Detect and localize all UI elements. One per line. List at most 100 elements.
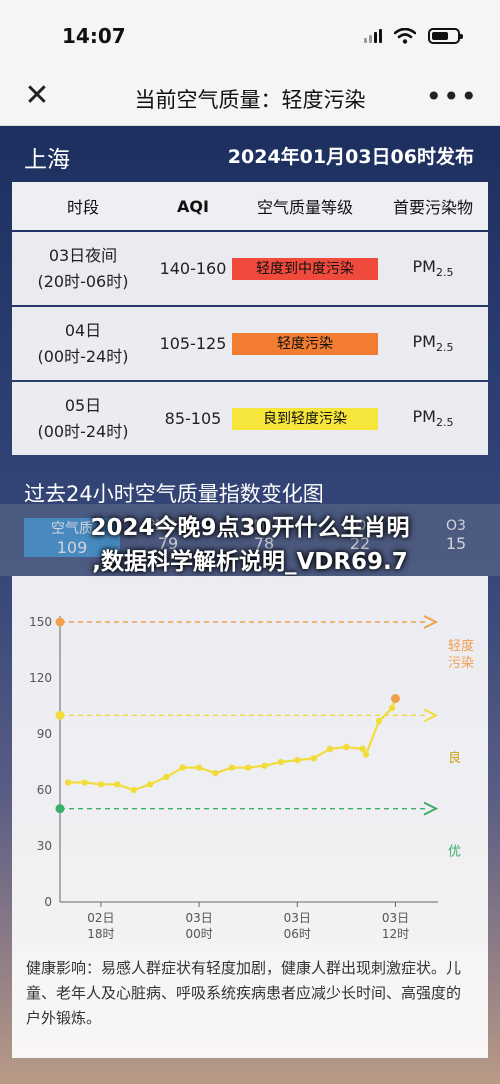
pollutant-name: PM	[412, 407, 436, 427]
level-badge: 轻度到中度污染	[232, 257, 378, 280]
y-tick-label: 30	[37, 839, 52, 853]
wifi-icon	[394, 28, 416, 44]
data-point	[163, 773, 170, 781]
y-tick-label: 90	[37, 727, 52, 741]
more-icon[interactable]: •••	[425, 80, 478, 113]
data-point	[212, 770, 219, 777]
period-day: 04日	[64, 320, 102, 340]
aqi-chart-panel: 0 30 60 90 120 150 02日 18时 03日 00时 03日 06时 03日 12时 轻度污…	[12, 576, 488, 950]
data-point	[277, 758, 285, 766]
threshold-marker	[55, 617, 65, 627]
period-hours: (00时-24时)	[37, 346, 129, 366]
level-cell: 轻度到中度污染	[232, 232, 378, 305]
data-point	[179, 764, 186, 771]
data-point	[343, 743, 350, 751]
data-point	[81, 779, 88, 786]
tab-pm25[interactable]: PM2.5 79	[120, 518, 216, 557]
period-hours: (00时-24时)	[37, 421, 129, 441]
table-row: 03日夜间 (20时-06时) 140-160 轻度到中度污染 PM2.5	[12, 232, 488, 305]
signal-icon	[364, 29, 382, 43]
pollutant-sub: 2.5	[435, 266, 454, 280]
pollutant-name: PM	[412, 257, 436, 277]
col-header-level: 空气质量等级	[232, 182, 378, 230]
tab-aqi[interactable]: 空气质 109	[24, 518, 120, 557]
y-tick-label: 60	[37, 783, 52, 797]
tab-label: O3	[446, 518, 466, 534]
chart-title: 过去24小时空气质量指数变化图	[24, 482, 324, 506]
banner-line-2: ,数据科学解析说明_VDR69.7	[92, 549, 408, 575]
data-point	[326, 745, 334, 753]
period-cell: 05日 (00时-24时)	[12, 382, 154, 455]
data-point	[146, 781, 154, 788]
threshold-label: 污染	[448, 656, 474, 671]
last-data-point	[390, 694, 400, 704]
data-point	[294, 756, 301, 764]
threshold-marker	[55, 804, 65, 814]
x-tick-label: 00时	[185, 927, 212, 941]
tab-no2[interactable]: NO2 22	[312, 518, 408, 557]
data-point	[228, 764, 236, 771]
data-point	[375, 717, 383, 725]
close-icon[interactable]: ✕	[24, 78, 50, 113]
tab-value: 109	[56, 538, 88, 557]
table-row: 04日 (00时-24时) 105-125 轻度污染 PM2.5	[12, 307, 488, 380]
level-badge: 良到轻度污染	[232, 407, 378, 430]
aqi-range: 140-160	[154, 232, 232, 305]
pollutant-cell: PM2.5	[378, 307, 488, 380]
data-point	[114, 781, 121, 788]
threshold-arrow	[423, 801, 439, 816]
tab-value: 79	[157, 534, 179, 553]
tab-value: 78	[253, 534, 275, 553]
level-cell: 轻度污染	[232, 307, 378, 380]
tab-o3[interactable]: O3 15	[408, 518, 500, 557]
pollutant-name: PM	[412, 332, 436, 352]
y-tick-label: 0	[44, 895, 52, 909]
publish-time: 2024年01月03日06时发布	[227, 146, 474, 168]
status-time: 14:07	[62, 24, 126, 48]
period-cell: 04日 (00时-24时)	[12, 307, 154, 380]
y-tick-label: 120	[29, 671, 52, 685]
period-hours: (20时-06时)	[37, 271, 129, 291]
pollutant-cell: PM2.5	[378, 382, 488, 455]
period-day: 05日	[64, 395, 102, 415]
period-day: 03日夜间	[48, 245, 118, 265]
battery-icon	[428, 28, 463, 44]
x-tick-label: 18时	[87, 927, 114, 941]
x-tick-label: 12时	[382, 927, 409, 941]
threshold-arrow	[423, 708, 439, 723]
table-header-row: 时段 AQI 空气质量等级 首要污染物	[12, 182, 488, 230]
y-tick-label: 150	[29, 615, 52, 629]
tab-label: NO2	[344, 518, 376, 534]
period-cell: 03日夜间 (20时-06时)	[12, 232, 154, 305]
data-point	[261, 762, 268, 769]
x-tick-label: 03日	[185, 911, 212, 925]
tab-label: 空气质	[51, 521, 93, 537]
series-line	[68, 745, 363, 792]
data-point	[244, 764, 252, 771]
tab-value: 15	[445, 534, 467, 553]
banner-line-1: 2024今晚9点30开什么生肖明	[90, 515, 410, 541]
aqi-line-chart: 0 30 60 90 120 150 02日 18时 03日 00时 03日 06时 03日 12时 轻度污…	[29, 615, 474, 941]
overlay-banner: 2024今晚9点30开什么生肖明 ,数据科学解析说明_VDR69.7	[0, 504, 500, 576]
col-header-pollutant: 首要污染物	[378, 182, 488, 230]
level-cell: 良到轻度污染	[232, 382, 378, 455]
city-name: 上海	[24, 147, 70, 173]
page-title: 当前空气质量：轻度污染	[134, 88, 366, 112]
tab-value: 22	[349, 534, 371, 553]
threshold-label: 良	[448, 750, 461, 766]
aqi-range: 85-105	[154, 382, 232, 455]
pollutant-cell: PM2.5	[378, 232, 488, 305]
pollutant-sub: 2.5	[435, 341, 454, 355]
status-icons	[364, 28, 463, 44]
threshold-marker	[55, 710, 65, 720]
forecast-table: 时段 AQI 空气质量等级 首要污染物 03日夜间 (20时-06时) 140-1…	[12, 180, 488, 457]
x-tick-label: 03日	[382, 911, 409, 925]
status-bar: 14:07	[0, 0, 500, 68]
health-impact: 健康影响：易感人群症状有轻度加剧，健康人群出现刺激症状。儿童、老年人及心脏病、呼…	[12, 950, 488, 1058]
nav-bar: ✕ 当前空气质量：轻度污染 •••	[0, 68, 500, 126]
col-header-aqi: AQI	[154, 182, 232, 230]
tab-pm10[interactable]: PM10 78	[216, 518, 312, 557]
col-header-period: 时段	[12, 182, 154, 230]
data-point	[310, 755, 317, 762]
pollutant-sub: 2.5	[435, 416, 454, 430]
